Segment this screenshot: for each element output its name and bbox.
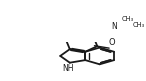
Text: NH: NH: [63, 64, 74, 73]
Text: CH₃: CH₃: [132, 22, 145, 28]
Text: O: O: [109, 38, 115, 47]
Text: N: N: [112, 22, 117, 31]
Text: CH₃: CH₃: [121, 16, 134, 22]
